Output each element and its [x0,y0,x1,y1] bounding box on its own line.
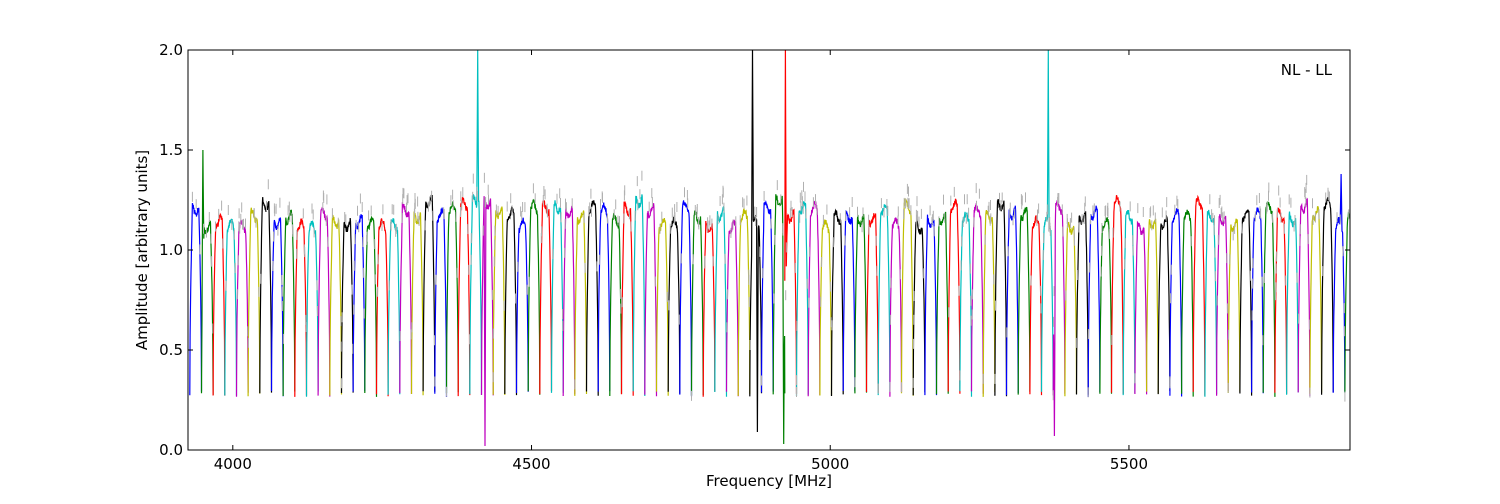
y-tick-label: 0.5 [159,341,183,359]
series-line-subband-9 [282,209,296,397]
series-line-subband-44 [690,210,704,396]
series-line-subband-19 [399,202,413,395]
series-line-subband-64 [924,214,938,396]
y-tick-label: 1.0 [159,241,183,259]
series-line-subband-100 [1344,211,1350,393]
series-line-subband-29 [515,217,529,394]
series-line-subband-8 [270,217,284,397]
series-line-subband-66 [947,198,961,394]
series-line-subband-83 [1146,218,1159,394]
series-line-subband-37 [609,212,623,397]
series-line-subband-41 [655,218,669,396]
series-line-subband-48 [737,206,751,397]
series-line-subband-58 [854,213,868,394]
x-tick-label: 4500 [512,455,550,473]
series-line-subband-7 [259,197,273,394]
series-line-subband-73 [1029,214,1043,396]
series-line-subband-1 [189,202,203,396]
series-line-subband-11 [305,220,319,397]
series-line-subband-4 [224,218,238,396]
series-line-subband-82 [1134,220,1148,395]
series-line-subband-35 [585,200,599,396]
series-line-subband-22 [434,207,448,398]
series-line-subband-23 [445,201,459,394]
series-line-subband-33 [562,205,576,397]
y-tick-label: 1.5 [159,141,183,159]
series-line-subband-54 [807,200,821,397]
series-line-subband-47 [725,219,739,397]
series-layer [189,50,1350,447]
series-line-subband-51 [772,194,786,445]
series-line-subband-93 [1262,201,1276,397]
series-line-subband-71 [1005,205,1019,396]
series-line-subband-91 [1239,209,1253,396]
series-line-subband-43 [679,200,693,397]
series-line-subband-14 [340,217,354,394]
series-line-subband-13 [329,214,343,396]
y-tick-label: 2.0 [159,41,183,59]
series-line-subband-28 [504,205,518,396]
series-line-subband-34 [574,210,588,396]
series-line-subband-36 [597,202,611,392]
series-line-subband-72 [1017,206,1031,395]
series-line-subband-32 [550,200,564,393]
series-line-subband-95 [1286,211,1299,395]
series-line-subband-39 [632,194,646,397]
series-line-subband-84 [1157,214,1171,395]
series-line-subband-61 [889,217,903,397]
x-tick-label: 4000 [214,455,252,473]
series-line-subband-46 [714,206,728,397]
annotation-label: NL - LL [1281,61,1333,79]
x-tick-label: 5000 [811,455,849,473]
x-tick-label: 5500 [1110,455,1148,473]
series-line-subband-50 [760,200,774,393]
series-line-subband-85 [1169,208,1183,397]
series-line-subband-55 [819,219,833,396]
series-line-subband-65 [935,211,949,395]
series-line-subband-98 [1321,197,1334,395]
series-line-subband-18 [387,218,401,395]
series-line-subband-40 [644,203,658,397]
series-line-subband-52 [784,50,798,394]
series-line-subband-76 [1064,221,1078,397]
series-line-subband-25 [469,50,483,395]
series-line-subband-87 [1192,194,1206,396]
series-line-subband-63 [912,219,926,396]
series-line-subband-38 [620,200,634,396]
y-tick-label: 0.0 [159,441,183,459]
x-axis-label: Frequency [MHz] [706,472,832,490]
series-line-subband-20 [410,211,424,396]
y-axis-label: Amplitude [arbitrary units] [133,150,151,350]
plot-area [188,50,1350,450]
series-line-subband-53 [795,201,809,397]
series-line-subband-2 [200,149,214,395]
series-line-subband-92 [1251,207,1264,394]
series-line-subband-30 [527,198,541,395]
series-line-subband-68 [970,203,984,394]
series-line-subband-88 [1204,209,1218,397]
ticks-layer: 4000 4500 5000 5500 0.0 0.5 1.0 1.5 2.0 [159,41,1350,473]
